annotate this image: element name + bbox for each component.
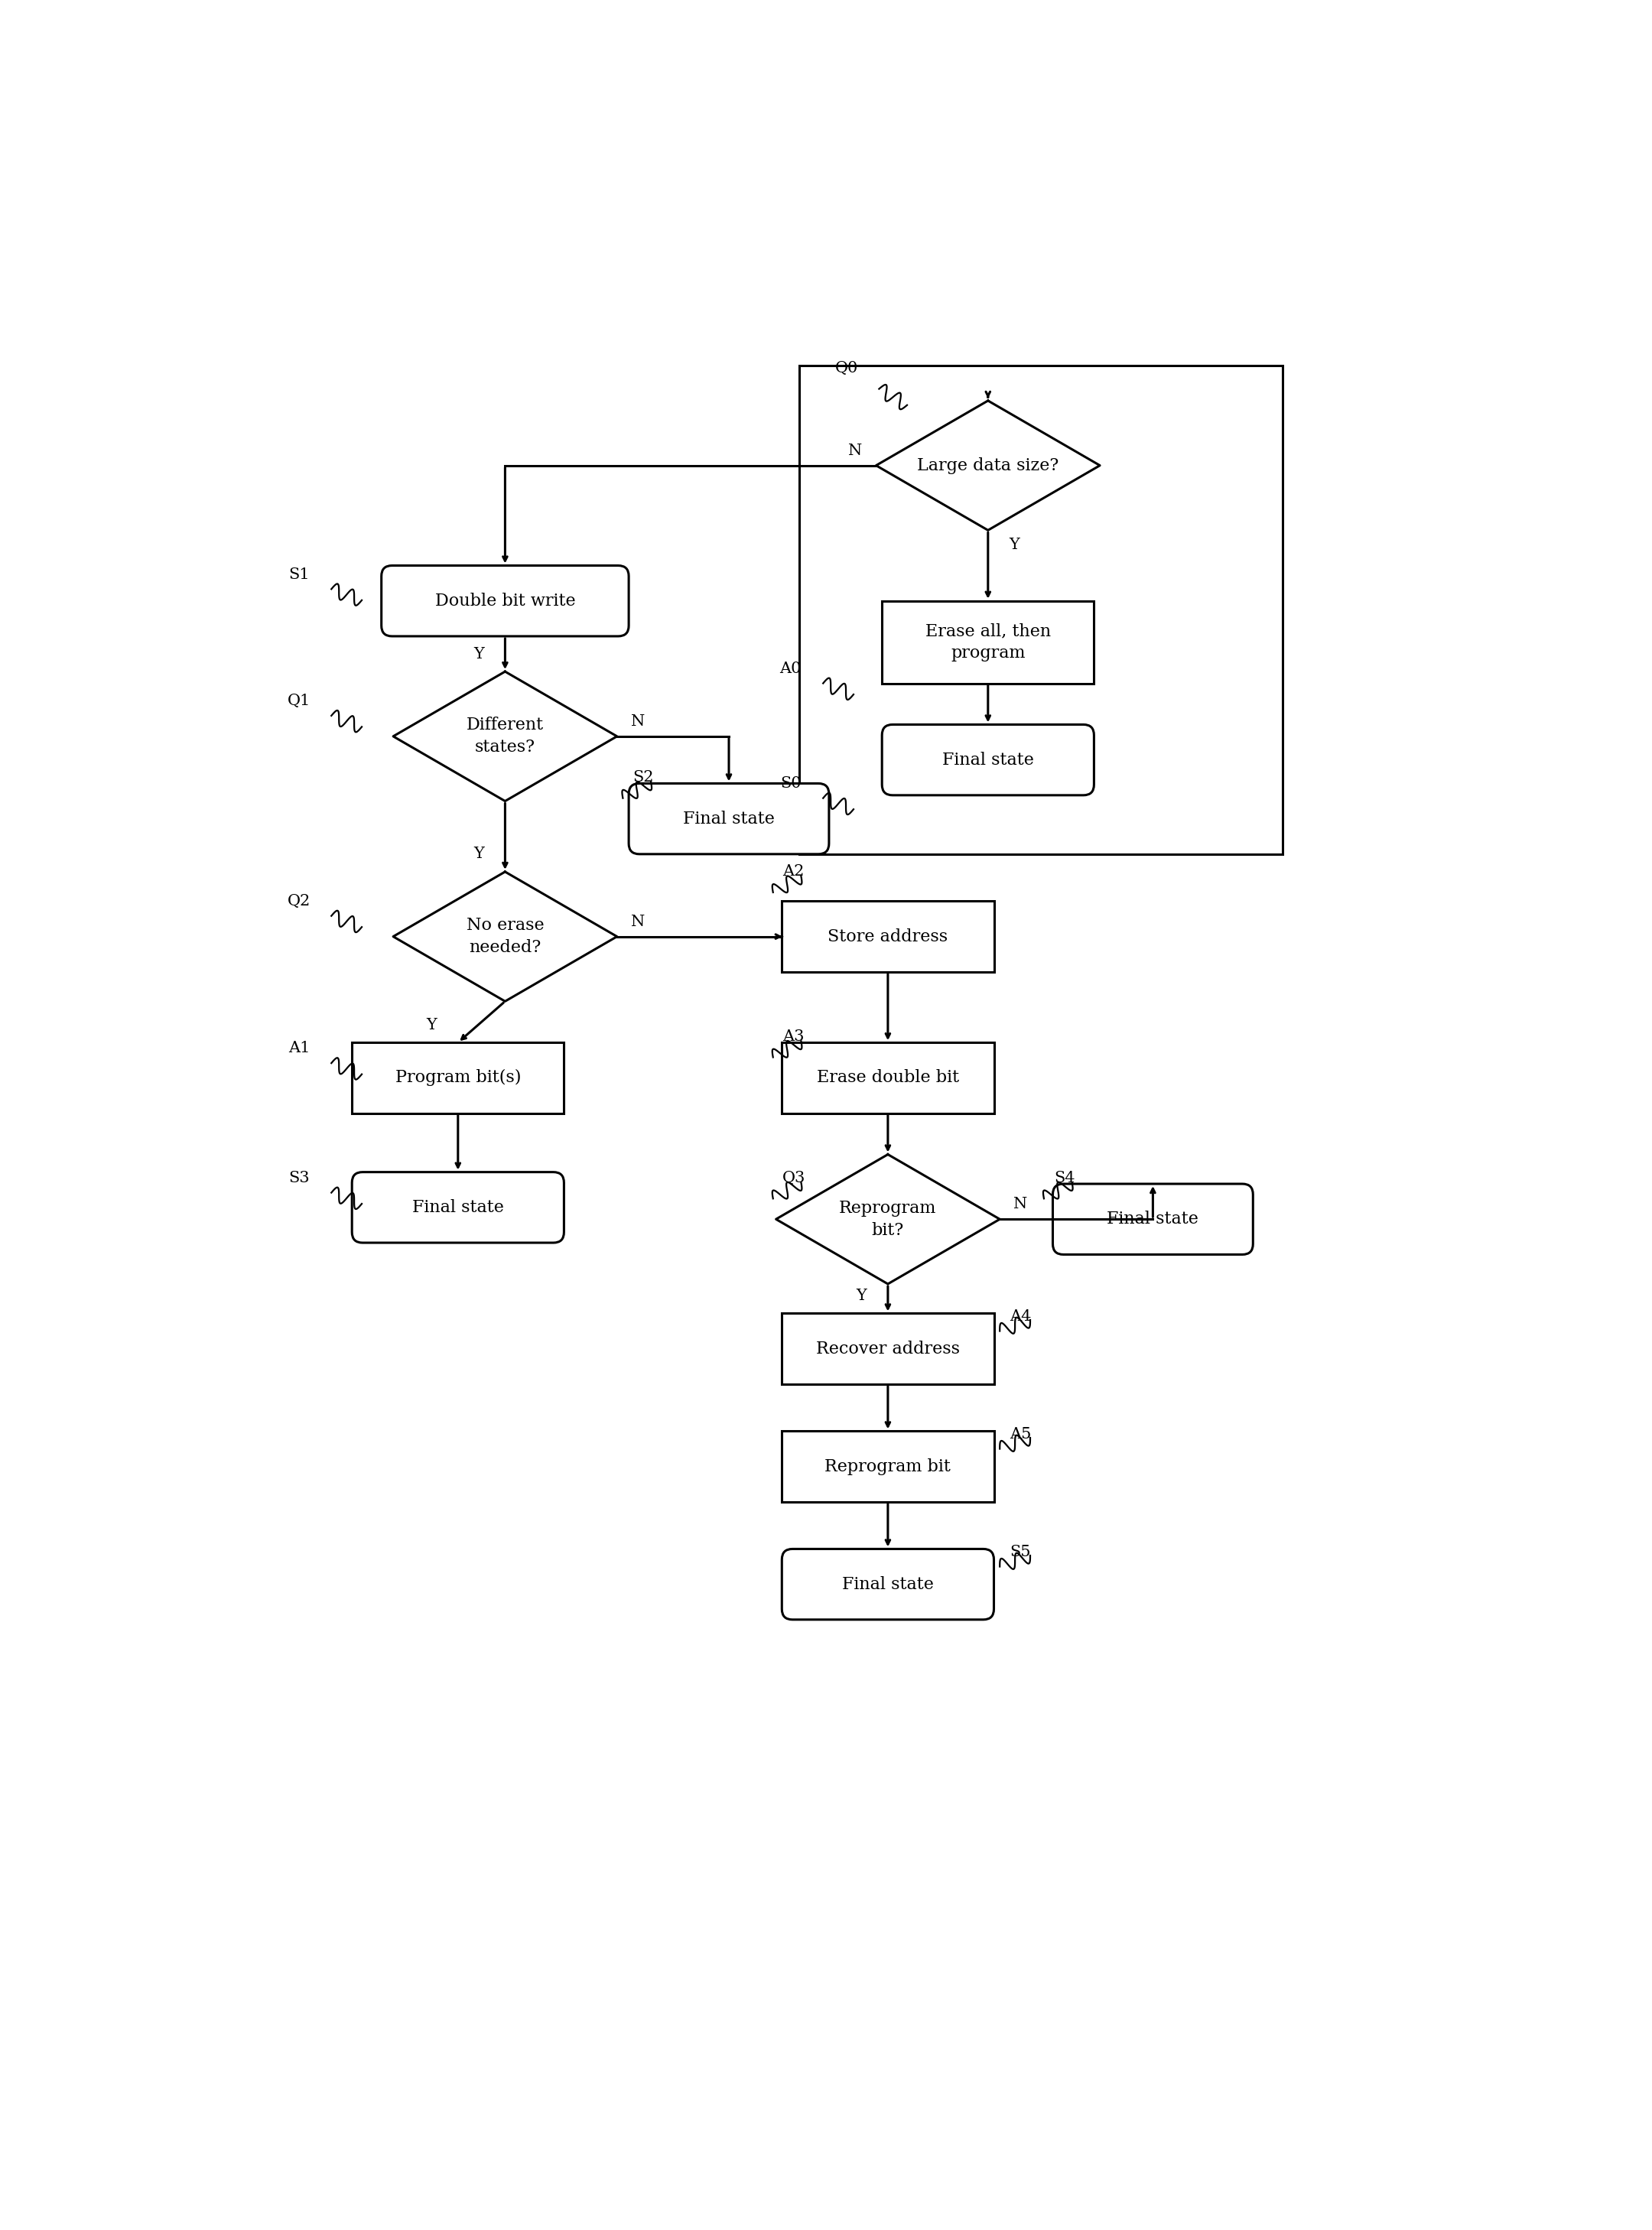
Bar: [800, 366, 1282, 854]
Bar: [781, 1313, 995, 1385]
Bar: [781, 901, 995, 972]
Text: A0: A0: [780, 662, 801, 676]
Text: Large data size?: Large data size?: [917, 457, 1059, 473]
Bar: [781, 1432, 995, 1501]
Text: A2: A2: [783, 865, 805, 879]
FancyBboxPatch shape: [382, 566, 629, 636]
Text: A3: A3: [783, 1030, 805, 1044]
Text: N: N: [1013, 1198, 1028, 1211]
Text: Erase all, then
program: Erase all, then program: [925, 622, 1051, 662]
Text: No erase
needed?: No erase needed?: [466, 917, 544, 957]
Bar: [882, 600, 1094, 682]
Text: Program bit(s): Program bit(s): [395, 1070, 520, 1086]
Polygon shape: [876, 401, 1100, 531]
Text: S2: S2: [633, 769, 654, 785]
Text: Reprogram bit: Reprogram bit: [824, 1458, 952, 1474]
Text: S4: S4: [1054, 1171, 1075, 1184]
Polygon shape: [393, 872, 616, 1001]
FancyBboxPatch shape: [629, 783, 829, 854]
Bar: [781, 1044, 995, 1113]
FancyBboxPatch shape: [781, 1550, 995, 1619]
Text: Double bit write: Double bit write: [434, 593, 575, 609]
Text: Y: Y: [856, 1289, 867, 1302]
Text: A5: A5: [1009, 1427, 1031, 1441]
Text: Final state: Final state: [942, 752, 1034, 769]
Polygon shape: [393, 671, 616, 801]
Text: Q0: Q0: [834, 361, 859, 375]
Polygon shape: [776, 1155, 999, 1284]
Text: N: N: [631, 914, 644, 930]
Text: Recover address: Recover address: [816, 1340, 960, 1358]
FancyBboxPatch shape: [882, 725, 1094, 796]
Text: S0: S0: [780, 776, 801, 792]
Text: Final state: Final state: [843, 1577, 933, 1592]
Text: N: N: [631, 714, 644, 729]
Text: Erase double bit: Erase double bit: [816, 1070, 960, 1086]
Text: Q1: Q1: [287, 694, 311, 709]
Text: A4: A4: [1009, 1309, 1031, 1325]
Text: Y: Y: [426, 1017, 436, 1032]
Text: S1: S1: [289, 566, 309, 582]
Text: Q2: Q2: [287, 894, 311, 908]
Text: Final state: Final state: [411, 1200, 504, 1215]
Bar: [352, 1044, 563, 1113]
Text: Y: Y: [474, 847, 484, 861]
Text: Q3: Q3: [781, 1171, 805, 1184]
Text: Y: Y: [1009, 537, 1019, 553]
Text: Different
states?: Different states?: [466, 716, 544, 756]
Text: Reprogram
bit?: Reprogram bit?: [839, 1200, 937, 1238]
Text: S5: S5: [1009, 1545, 1031, 1559]
Text: A1: A1: [287, 1041, 311, 1055]
Text: Y: Y: [474, 647, 484, 660]
Text: Store address: Store address: [828, 928, 948, 946]
Text: Final state: Final state: [1107, 1211, 1199, 1226]
FancyBboxPatch shape: [1052, 1184, 1252, 1255]
FancyBboxPatch shape: [352, 1173, 563, 1242]
Text: N: N: [849, 444, 862, 457]
Text: Final state: Final state: [682, 809, 775, 827]
Text: S3: S3: [289, 1171, 309, 1184]
